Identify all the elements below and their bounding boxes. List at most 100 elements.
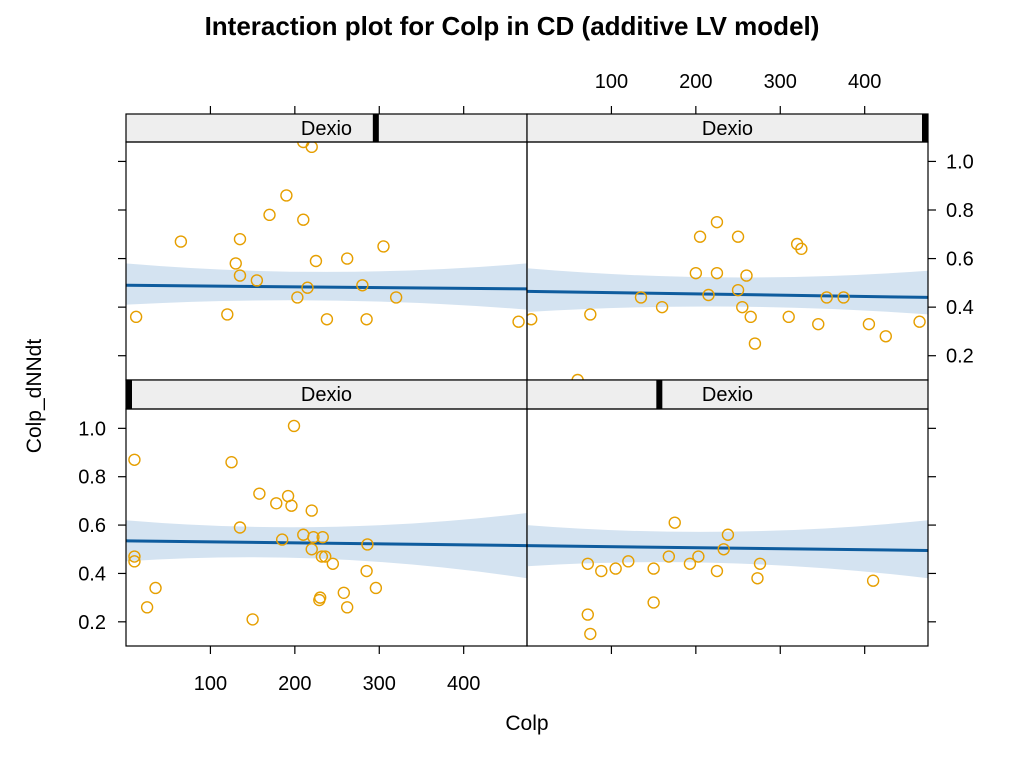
y-tick-label: 0.8 — [78, 467, 106, 489]
data-point — [340, 252, 354, 265]
data-point — [270, 497, 283, 510]
y-tick-label: 1.0 — [78, 418, 106, 440]
data-point — [253, 487, 266, 500]
data-point — [655, 300, 669, 314]
data-point — [736, 300, 749, 314]
y-tick-label: 0.2 — [78, 612, 106, 634]
data-point — [233, 269, 247, 282]
y-tick-label: 0.6 — [78, 515, 106, 537]
strip-label: Dexio — [702, 118, 753, 140]
data-point — [305, 543, 318, 556]
data-point — [356, 279, 369, 292]
data-point — [731, 283, 745, 297]
data-point — [782, 310, 795, 324]
data-point — [128, 550, 141, 563]
strip-background — [526, 113, 929, 143]
fit-line — [125, 539, 528, 548]
x-tick-label: 100 — [194, 673, 227, 695]
y-tick-label: 0.4 — [946, 297, 974, 319]
strip-label: Dexio — [702, 384, 753, 406]
strip-background — [125, 379, 528, 410]
y-tick-label: 1.0 — [946, 151, 974, 173]
data-point — [634, 291, 648, 304]
data-point — [721, 528, 735, 541]
strip-label: Dexio — [301, 118, 352, 140]
data-point — [710, 564, 724, 578]
data-point — [512, 315, 525, 328]
fit-line — [526, 544, 929, 552]
data-point — [301, 281, 314, 294]
data-point — [316, 530, 329, 544]
data-point — [225, 456, 238, 469]
panels-layer: Dexio Dexio Dexio Dexio 100 100 200 200 300 300 40… — [78, 71, 974, 695]
strip-level-marker — [656, 380, 663, 409]
data-point — [748, 337, 762, 350]
data-point — [717, 543, 730, 556]
y-tick-label: 0.2 — [946, 346, 974, 368]
y-tick-label: 0.8 — [946, 200, 974, 222]
data-point — [581, 557, 594, 570]
data-point — [581, 608, 594, 621]
data-point — [622, 555, 635, 568]
data-point — [305, 504, 318, 517]
fit-line — [125, 283, 528, 291]
data-point — [250, 274, 264, 287]
x-axis-label: Colp — [505, 712, 548, 735]
panel-top-right: Dexio — [526, 113, 929, 381]
data-point — [647, 562, 660, 575]
data-point — [246, 613, 259, 626]
data-point — [369, 581, 383, 595]
x-tick-label: 200 — [278, 673, 311, 695]
strip-level-marker — [126, 380, 132, 409]
data-point — [307, 530, 320, 544]
data-point — [584, 627, 597, 641]
fit-line — [526, 289, 929, 299]
axes: 100 100 200 200 300 300 400 400 0.2 0.2 0.4 0.4 0.6 0… — [78, 71, 974, 695]
x-tick-label: 200 — [679, 71, 712, 93]
data-point — [128, 453, 141, 466]
data-point — [710, 266, 724, 280]
panel-frame — [526, 408, 929, 647]
y-tick-label: 0.6 — [946, 249, 974, 271]
points-group — [527, 215, 926, 380]
x-tick-label: 300 — [764, 71, 797, 93]
panel-frame — [125, 141, 528, 381]
data-point — [320, 313, 334, 326]
x-tick-label: 400 — [447, 673, 480, 695]
data-point — [287, 419, 301, 433]
data-point — [710, 215, 724, 229]
panel-top-left: Dexio — [125, 113, 528, 381]
data-point — [140, 601, 154, 614]
x-tick-label: 400 — [848, 71, 881, 93]
data-point — [360, 313, 373, 326]
data-point — [879, 330, 892, 343]
data-point — [740, 269, 753, 282]
strip-level-marker — [372, 114, 379, 142]
data-point — [229, 257, 242, 270]
confidence-band — [126, 512, 527, 579]
panel-bottom-right: Dexio — [526, 379, 929, 647]
data-point — [233, 521, 247, 534]
data-point — [689, 266, 703, 280]
data-point — [326, 557, 340, 570]
data-point — [309, 254, 323, 268]
data-point — [297, 213, 310, 226]
data-point — [337, 586, 351, 599]
data-point — [753, 557, 767, 570]
data-point — [361, 538, 374, 551]
data-point — [571, 373, 584, 380]
data-point — [297, 142, 310, 149]
data-point — [285, 499, 298, 512]
data-point — [313, 591, 327, 604]
data-point — [731, 230, 745, 243]
data-point — [692, 550, 705, 563]
panel-bottom-left: Dexio — [125, 379, 528, 647]
data-point — [280, 189, 293, 202]
strip-background — [526, 379, 929, 410]
data-point — [647, 596, 660, 609]
data-point — [595, 564, 608, 578]
data-point — [820, 291, 833, 304]
data-point — [389, 291, 403, 304]
